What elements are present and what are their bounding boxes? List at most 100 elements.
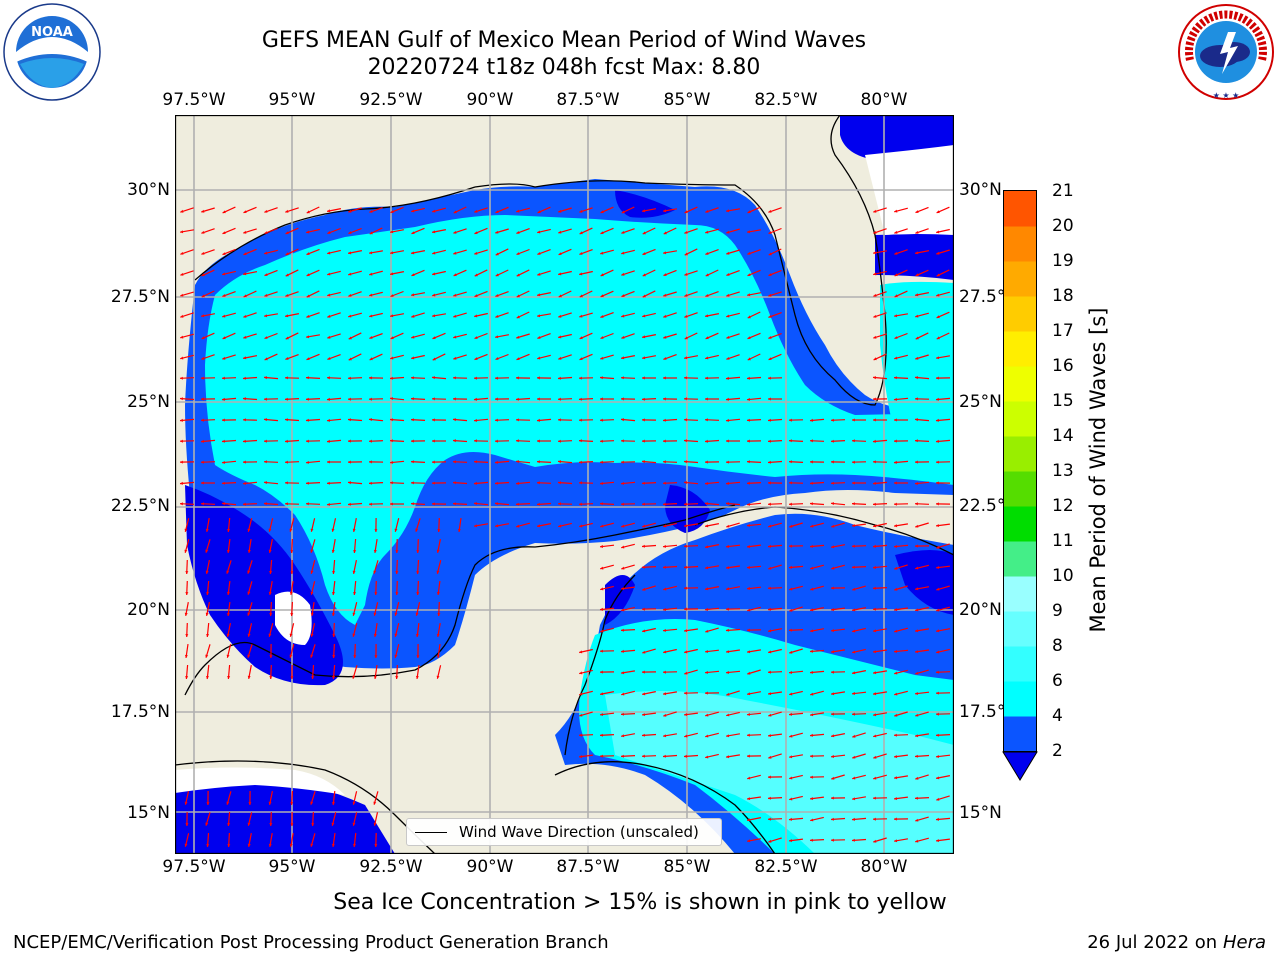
- wind-arrow-head: [705, 356, 709, 360]
- wind-arrow-head: [852, 587, 856, 591]
- wind-arrow-head: [327, 335, 331, 339]
- wind-arrow-head: [600, 418, 603, 422]
- wind-arrow-head: [474, 314, 478, 318]
- wind-arrow-head: [852, 691, 855, 695]
- wind-arrow-head: [579, 418, 582, 422]
- wind-arrow-head: [684, 754, 687, 758]
- wind-arrow-head: [747, 608, 751, 612]
- wind-arrow-head: [201, 336, 205, 340]
- wind-arrow-head: [184, 528, 188, 532]
- wind-arrow-head: [390, 294, 394, 297]
- wind-arrow-head: [206, 802, 210, 805]
- coastline-yucatan: [534, 504, 736, 756]
- wind-arrow-head: [558, 335, 562, 339]
- wind-arrow-head: [726, 670, 729, 674]
- wind-arrow-head: [621, 230, 625, 234]
- wind-arrow-head: [747, 839, 751, 843]
- noaa-logo-text: NOAA: [31, 25, 73, 40]
- wind-arrow-head: [184, 549, 188, 553]
- wind-arrow-head: [327, 293, 331, 297]
- wind-arrow-head: [663, 734, 667, 738]
- wind-arrow-head: [873, 607, 876, 611]
- wind-arrow-head: [789, 628, 792, 632]
- wind-arrow-head: [243, 210, 247, 213]
- wind-arrow-head: [726, 314, 730, 318]
- wind-arrow-head: [936, 251, 940, 255]
- wind-arrow-head: [705, 460, 708, 464]
- wind-arrow-head: [537, 376, 540, 380]
- lon-tick-bottom: 82.5°W: [754, 857, 818, 877]
- wind-arrow-head: [516, 439, 519, 443]
- wind-arrow-head: [264, 314, 268, 318]
- wind-arrow-head: [852, 838, 855, 842]
- wind-arrow-head: [642, 273, 646, 277]
- wind-arrow-head: [852, 755, 856, 759]
- wind-arrow-head: [390, 376, 393, 380]
- wind-arrow-head: [621, 356, 625, 360]
- wind-arrow-head: [873, 397, 876, 401]
- wind-arrow-head: [310, 591, 314, 595]
- lon-tick-bottom: 87.5°W: [556, 857, 620, 877]
- wind-arrow-head: [222, 294, 226, 297]
- wind-arrow-head: [915, 608, 919, 612]
- wind-arrow-head: [353, 844, 356, 847]
- wind-arrow-head: [285, 439, 288, 443]
- wind-arrow-head: [411, 397, 414, 401]
- lat-tick-right: 30°N: [959, 180, 1002, 200]
- map-panel: [175, 115, 954, 854]
- wind-arrow-head: [516, 231, 520, 234]
- wind-arrow-head: [579, 252, 583, 255]
- wind-arrow-head: [789, 481, 792, 485]
- wind-arrow-head: [201, 481, 204, 485]
- wind-arrow-head: [768, 315, 772, 318]
- wind-arrow-head: [894, 397, 897, 401]
- wind-arrow-head: [726, 650, 730, 654]
- wind-arrow-head: [306, 376, 309, 380]
- wind-arrow-head: [684, 481, 687, 485]
- wind-arrow-head: [432, 272, 436, 276]
- wind-arrow-head: [642, 397, 645, 401]
- wind-arrow-head: [894, 713, 898, 717]
- wind-arrow-head: [726, 734, 730, 738]
- wind-arrow-head: [495, 210, 499, 213]
- wind-arrow-head: [268, 843, 272, 847]
- wind-arrow-head: [369, 418, 372, 422]
- wind-arrow-head: [768, 607, 771, 611]
- wind-arrow-head: [243, 397, 246, 401]
- wind-arrow-head: [226, 801, 230, 805]
- wind-arrow-head: [201, 397, 204, 401]
- wind-arrow-head: [306, 314, 310, 318]
- wind-arrow-head: [474, 418, 477, 422]
- wind-arrow-head: [415, 528, 419, 532]
- wind-arrow-head: [936, 336, 940, 340]
- wind-arrow-head: [453, 314, 457, 318]
- wind-arrow-head: [579, 336, 583, 340]
- wind-arrow-head: [789, 524, 793, 528]
- wind-arrow-head: [852, 418, 855, 422]
- colorbar-tick-label: 13: [1052, 461, 1074, 481]
- wind-arrow-head: [873, 650, 877, 654]
- wind-arrow-head: [416, 592, 420, 595]
- wind-arrow-head: [290, 550, 294, 553]
- wind-arrow-head: [310, 801, 314, 805]
- colorbar-segment: [1004, 576, 1036, 612]
- wind-arrow-head: [894, 671, 898, 675]
- wind-arrow-head: [243, 294, 247, 298]
- wind-arrow-head: [247, 675, 251, 679]
- lon-tick-top: 97.5°W: [162, 90, 226, 110]
- wind-arrow-head: [247, 822, 251, 826]
- lon-tick-top: 87.5°W: [556, 90, 620, 110]
- wind-arrow-head: [558, 376, 561, 380]
- wind-arrow-head: [642, 524, 646, 528]
- wind-arrow-head: [936, 376, 939, 380]
- wind-arrow-head: [810, 587, 814, 591]
- wind-arrow-head: [936, 566, 939, 569]
- wind-arrow-head: [747, 650, 751, 654]
- wind-arrow-head: [579, 692, 583, 696]
- wind-arrow-head: [495, 357, 499, 360]
- lon-tick-top: 80°W: [860, 90, 908, 110]
- wind-arrow-head: [600, 397, 603, 401]
- wind-arrow-head: [936, 293, 940, 297]
- inland-white: [275, 591, 312, 645]
- wind-arrow-head: [810, 775, 813, 779]
